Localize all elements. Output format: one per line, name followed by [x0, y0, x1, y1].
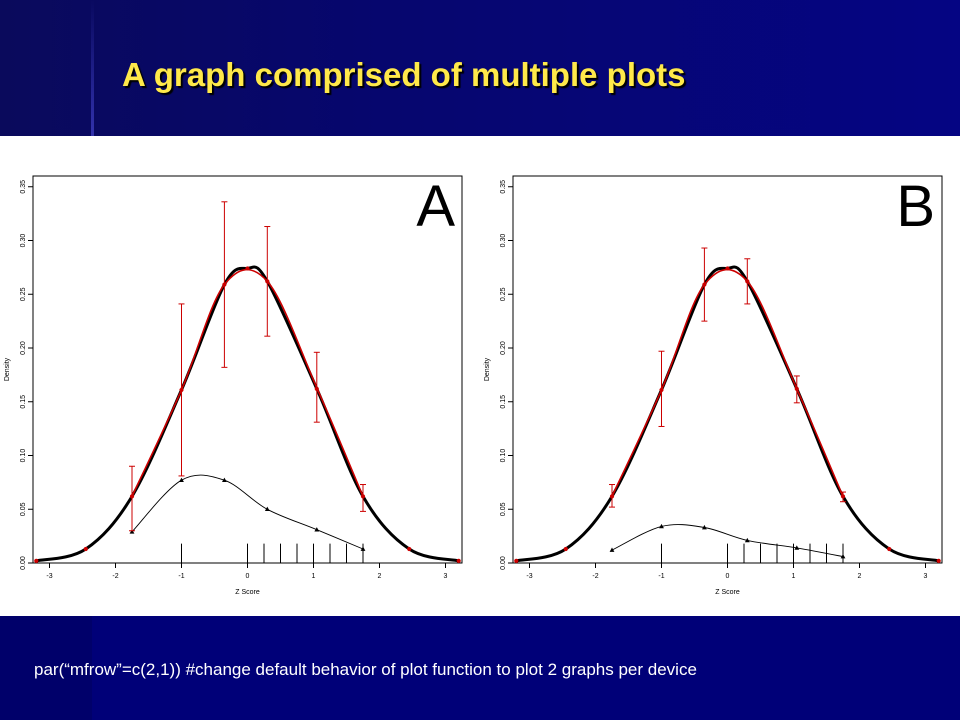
- chart-panel: 0.00 0.05 0.10 0.15 0.20 0.25 0.30 0.35 -3 -2 -1 0 1…: [0, 136, 960, 616]
- y-tick-label: 0.30: [500, 234, 507, 248]
- data-point: [840, 494, 846, 499]
- x-axis-label: Z Score: [715, 589, 740, 596]
- density-line-black: [515, 265, 940, 563]
- density-line-red: [611, 268, 844, 497]
- footer-stripe: [0, 616, 92, 720]
- y-tick-label: 0.20: [20, 341, 27, 355]
- x-tick-label: -1: [658, 573, 664, 580]
- data-point: [314, 386, 319, 391]
- y-axis-label: Density: [484, 357, 491, 381]
- data-point: [456, 558, 461, 563]
- triangle-point: [179, 477, 184, 483]
- slide-title: A graph comprised of multiple plots: [122, 56, 686, 93]
- triangle-point: [702, 524, 707, 530]
- data-point: [936, 558, 941, 563]
- y-axis-label: Density: [4, 357, 11, 381]
- x-tick-label: -3: [526, 573, 532, 580]
- y-tick-label: 0.25: [20, 287, 27, 301]
- header-accent-line: [91, 0, 94, 136]
- y-tick-label: 0.35: [500, 180, 507, 194]
- code-caption: par(“mfrow”=c(2,1)) #change default beha…: [34, 660, 697, 679]
- data-point: [222, 282, 227, 287]
- data-point: [245, 266, 250, 271]
- data-point: [179, 387, 184, 393]
- lower-density-line: [131, 474, 364, 550]
- data-point: [725, 266, 730, 271]
- data-point: [360, 494, 366, 499]
- x-tick-label: 3: [924, 573, 928, 580]
- triangle-point: [744, 537, 750, 543]
- y-tick-label: 0.10: [500, 449, 507, 463]
- y-tick-label: 0.20: [500, 341, 507, 355]
- triangle-point: [360, 546, 366, 551]
- triangle-point: [609, 547, 615, 552]
- x-tick-label: 2: [378, 573, 382, 580]
- data-point: [794, 386, 799, 391]
- slide-header: A graph comprised of multiple plots: [0, 0, 960, 136]
- triangle-point: [222, 477, 227, 483]
- data-point: [745, 279, 750, 284]
- data-point: [265, 279, 270, 284]
- x-tick-label: 1: [792, 573, 796, 580]
- y-tick-label: 0.25: [500, 287, 507, 301]
- y-tick-label: 0.15: [500, 395, 507, 409]
- x-tick-label: 0: [726, 573, 730, 580]
- y-tick-label: 0.15: [20, 395, 27, 409]
- data-point: [702, 282, 707, 287]
- data-point: [514, 558, 519, 563]
- y-tick-label: 0.35: [20, 180, 27, 194]
- x-tick-label: 1: [312, 573, 316, 580]
- triangle-point: [264, 506, 270, 512]
- data-point: [887, 546, 892, 552]
- y-tick-label: 0.30: [20, 234, 27, 248]
- x-axis-label: Z Score: [235, 589, 260, 596]
- x-tick-label: 0: [246, 573, 250, 580]
- lower-density-line: [611, 524, 844, 558]
- density-line-red: [131, 268, 364, 497]
- triangle-point: [794, 545, 800, 550]
- slide-footer: par(“mfrow”=c(2,1)) #change default beha…: [0, 616, 960, 720]
- triangle-point: [314, 527, 320, 532]
- panel-label: A: [416, 174, 455, 239]
- data-point: [659, 387, 664, 393]
- plot-frame: [32, 175, 463, 564]
- y-tick-label: 0.05: [500, 502, 507, 516]
- data-point: [407, 546, 412, 552]
- panel-label: B: [896, 174, 935, 239]
- y-tick-label: 0.05: [20, 502, 27, 516]
- x-tick-label: -3: [46, 573, 52, 580]
- plot-frame: [512, 175, 943, 564]
- y-tick-label: 0.00: [20, 556, 27, 570]
- data-point: [83, 546, 88, 552]
- triangle-point: [659, 523, 664, 529]
- data-point: [129, 494, 135, 499]
- density-line-black: [35, 265, 460, 563]
- y-tick-label: 0.00: [500, 556, 507, 570]
- plot-b: 0.00 0.05 0.10 0.15 0.20 0.25 0.30 0.35 -3 -2 -1 0 1…: [484, 174, 943, 596]
- x-tick-label: -2: [592, 573, 598, 580]
- x-tick-label: -2: [112, 573, 118, 580]
- triangle-point: [129, 529, 135, 534]
- plot-a: 0.00 0.05 0.10 0.15 0.20 0.25 0.30 0.35 -3 -2 -1 0 1…: [4, 174, 463, 596]
- data-point: [34, 558, 39, 563]
- x-tick-label: 3: [444, 573, 448, 580]
- data-point: [609, 494, 615, 499]
- triangle-point: [840, 553, 846, 559]
- x-tick-label: 2: [858, 573, 862, 580]
- x-tick-label: -1: [178, 573, 184, 580]
- y-tick-label: 0.10: [20, 449, 27, 463]
- data-point: [563, 546, 568, 552]
